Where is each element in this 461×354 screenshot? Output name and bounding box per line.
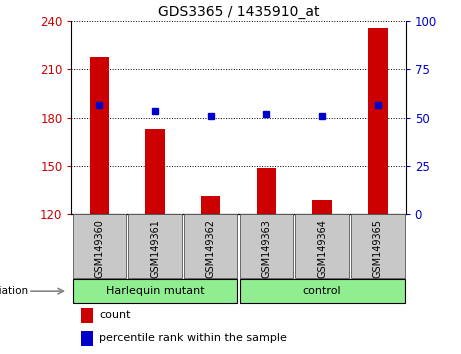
Bar — [72, 279, 237, 303]
Bar — [128, 214, 182, 278]
Bar — [145, 129, 165, 214]
Bar — [89, 57, 109, 214]
Text: GSM149361: GSM149361 — [150, 219, 160, 278]
Bar — [296, 214, 349, 278]
Text: GSM149362: GSM149362 — [206, 219, 216, 278]
Text: GSM149365: GSM149365 — [373, 219, 383, 278]
Bar — [72, 214, 126, 278]
Bar — [313, 200, 332, 214]
Bar — [201, 196, 220, 214]
Text: GSM149364: GSM149364 — [317, 219, 327, 278]
Text: count: count — [99, 310, 130, 320]
Title: GDS3365 / 1435910_at: GDS3365 / 1435910_at — [158, 5, 319, 19]
Bar — [257, 167, 276, 214]
Text: GSM149360: GSM149360 — [95, 219, 104, 278]
Text: genotype/variation: genotype/variation — [0, 286, 28, 296]
Bar — [240, 279, 405, 303]
Bar — [351, 214, 405, 278]
Bar — [81, 331, 94, 346]
Bar — [368, 28, 388, 214]
Text: percentile rank within the sample: percentile rank within the sample — [99, 333, 287, 343]
Bar — [184, 214, 237, 278]
Text: Harlequin mutant: Harlequin mutant — [106, 286, 204, 296]
Text: control: control — [303, 286, 342, 296]
Bar — [240, 214, 293, 278]
Text: GSM149363: GSM149363 — [261, 219, 272, 278]
Bar — [81, 308, 94, 323]
